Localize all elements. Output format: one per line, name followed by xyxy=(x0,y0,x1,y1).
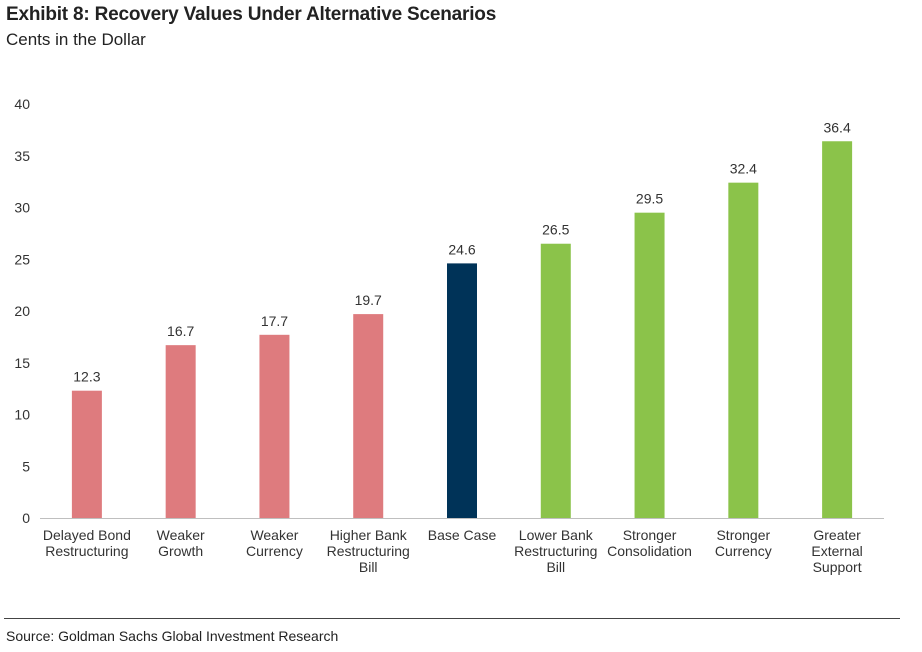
y-tick-label: 35 xyxy=(14,148,30,164)
bar xyxy=(634,212,665,519)
y-tick-label: 40 xyxy=(14,96,30,112)
x-tick-label-line: Bill xyxy=(359,559,378,575)
x-tick-label: Stronger Consolidation xyxy=(607,527,692,559)
x-tick-label-line: Bill xyxy=(546,559,565,575)
bar xyxy=(71,390,102,518)
bars xyxy=(71,141,853,519)
x-tick-label-line: Stronger xyxy=(623,527,677,543)
y-tick-label: 10 xyxy=(14,407,30,423)
bar xyxy=(447,263,477,518)
x-tick-label-line: Consolidation xyxy=(607,543,692,559)
y-tick-label: 5 xyxy=(22,458,30,474)
x-tick-label-line: Delayed Bond xyxy=(43,527,131,543)
x-tick-label-line: Restructuring xyxy=(327,543,410,559)
bar xyxy=(822,141,853,518)
bar-value-label: 32.4 xyxy=(730,161,757,177)
x-tick-label-line: Higher Bank xyxy=(330,527,408,543)
x-tick-label-line: Currency xyxy=(715,543,772,559)
x-tick-label: Stronger Currency xyxy=(715,527,772,559)
chart-subtitle: Cents in the Dollar xyxy=(6,30,146,49)
bar-chart: 0 5 10 15 20 25 30 35 40 12.3 16.7 17.7 19.7 24.6 26.… xyxy=(14,96,884,575)
bar xyxy=(728,182,759,518)
bar-value-label: 19.7 xyxy=(355,292,382,308)
bar xyxy=(353,314,384,518)
x-tick-label: Greater External Support xyxy=(811,527,862,575)
bar xyxy=(259,334,290,518)
x-tick-label: Weaker Growth xyxy=(157,527,205,559)
y-tick-label: 25 xyxy=(14,251,30,267)
x-tick-label: Higher Bank Restructuring Bill xyxy=(327,527,410,575)
x-tick-label-line: Base Case xyxy=(428,527,497,543)
x-tick-label: Base Case xyxy=(428,527,497,543)
source-note: Source: Goldman Sachs Global Investment … xyxy=(6,628,339,644)
y-tick-label: 0 xyxy=(22,510,30,526)
y-axis-ticks: 0 5 10 15 20 25 30 35 40 xyxy=(14,96,30,526)
chart-title: Exhibit 8: Recovery Values Under Alterna… xyxy=(6,4,497,25)
x-tick-label: Lower Bank Restructuring Bill xyxy=(514,527,597,575)
bar-value-label: 26.5 xyxy=(542,222,569,238)
bar-value-label: 24.6 xyxy=(448,241,475,257)
y-tick-label: 15 xyxy=(14,355,30,371)
x-tick-label-line: Greater xyxy=(813,527,861,543)
data-labels: 12.3 16.7 17.7 19.7 24.6 26.5 29.5 32.4 36.4 xyxy=(73,119,851,384)
bar-value-label: 16.7 xyxy=(167,323,194,339)
source-divider xyxy=(4,618,900,619)
bar xyxy=(165,345,196,518)
x-tick-label-line: Restructuring xyxy=(45,543,128,559)
x-tick-label-line: Restructuring xyxy=(514,543,597,559)
y-tick-label: 20 xyxy=(14,303,30,319)
x-tick-label-line: Weaker xyxy=(157,527,205,543)
x-tick-label-line: Growth xyxy=(158,543,203,559)
bar-value-label: 36.4 xyxy=(823,119,850,135)
x-tick-label: Weaker Currency xyxy=(246,527,303,559)
y-tick-label: 30 xyxy=(14,200,30,216)
x-tick-label-line: Currency xyxy=(246,543,303,559)
bar-value-label: 17.7 xyxy=(261,313,288,329)
bar-value-label: 12.3 xyxy=(73,369,100,385)
bar xyxy=(540,243,571,518)
x-tick-label-line: Stronger xyxy=(716,527,770,543)
x-tick-label-line: External xyxy=(811,543,862,559)
x-tick-label-line: Lower Bank xyxy=(519,527,594,543)
x-tick-label-line: Support xyxy=(813,559,862,575)
x-tick-label: Delayed Bond Restructuring xyxy=(43,527,131,559)
x-tick-label-line: Weaker xyxy=(250,527,298,543)
bar-value-label: 29.5 xyxy=(636,191,663,207)
